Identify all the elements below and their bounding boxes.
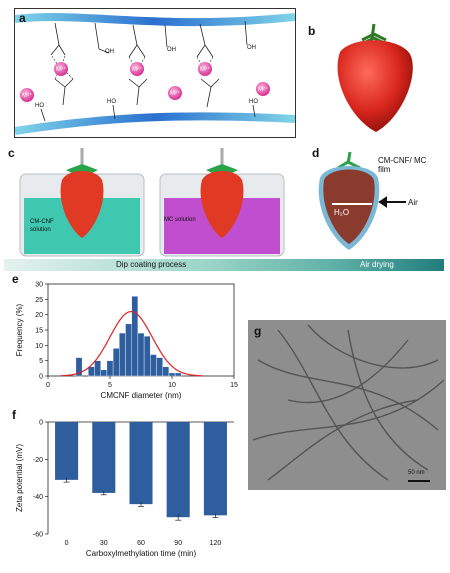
histogram-bar <box>150 354 157 377</box>
x-tick-label: 15 <box>230 382 238 389</box>
panel-d-air-drying: d CM-CNF/ MC film H₂O Air <box>310 146 446 258</box>
y-tick-label: 25 <box>35 297 43 304</box>
y-tick-label: 20 <box>35 312 43 319</box>
metal-ion <box>256 82 270 96</box>
x-tick-label: 60 <box>137 540 145 547</box>
histogram-bar <box>174 372 182 377</box>
mc-solution-label: MC solution <box>164 217 196 223</box>
bottom-strand-label: CM-CNF <box>215 122 239 128</box>
y-tick-label: 15 <box>35 328 43 335</box>
oh-label: OH <box>105 49 114 55</box>
film-label: CM-CNF/ MC film <box>378 156 427 174</box>
y-tick-label: -60 <box>33 532 43 539</box>
cmcnf-solution-label: CM-CNF solution <box>30 219 54 233</box>
panel-c-dip-coating: c CM-CNF solution MC solution <box>4 146 300 258</box>
panel-g-label: g <box>254 324 262 338</box>
panel-a-schematic: a CM-CNF CM-CNF M²⁺ M²⁺ M²⁺ M²⁺ M²⁺ M²⁺ … <box>14 8 296 138</box>
panel-c-label: c <box>8 146 15 160</box>
ion-label: M²⁺ <box>22 93 33 99</box>
water-label: H₂O <box>334 208 350 217</box>
histogram-bar <box>162 366 170 377</box>
metal-ion <box>54 62 68 76</box>
histogram-bar <box>106 360 114 377</box>
strawberry-photo <box>337 23 413 132</box>
panel-b-label: b <box>308 24 316 38</box>
dip-coating-illustration <box>19 148 285 257</box>
x-axis-label: Carboxylmethylation time (min) <box>86 549 197 558</box>
y-tick-label: 10 <box>35 343 43 350</box>
top-cnf-strand <box>15 13 295 27</box>
zeta-bar <box>92 422 116 493</box>
diameter-histogram: 0 5 10 15 20 25 30 0 5 10 15 CMCNF diameter (nm) Fre… <box>15 282 238 401</box>
tem-fibers <box>252 324 445 482</box>
histogram-bar <box>143 335 151 377</box>
process-bar: Dip coating process Air drying <box>4 259 444 271</box>
panel-d-label: d <box>312 146 320 160</box>
bottom-cnf-strand <box>15 112 295 135</box>
y-tick-label: -40 <box>33 494 43 501</box>
panel-g-tem-image: g 50 nm <box>248 320 446 490</box>
metal-ion <box>198 62 212 76</box>
ho-label: HO <box>249 99 258 105</box>
x-tick-label: 5 <box>108 382 112 389</box>
y-tick-label: 5 <box>39 358 43 365</box>
ho-label: HO <box>35 103 44 109</box>
y-tick-label: 0 <box>39 420 43 427</box>
scale-bar-label: 50 nm <box>408 470 425 476</box>
zeta-bar <box>129 422 153 505</box>
ion-label: M²⁺ <box>56 67 67 73</box>
panel-a-label: a <box>19 11 26 25</box>
histogram-bar <box>112 348 120 377</box>
x-tick-label: 0 <box>46 382 50 389</box>
metal-ion <box>130 62 144 76</box>
histogram-bar <box>75 357 83 377</box>
ion-label: M²⁺ <box>200 67 211 73</box>
ion-label: M²⁺ <box>132 67 143 73</box>
crosslink-schematic <box>15 13 295 135</box>
metal-ion <box>168 86 182 100</box>
histogram-bar <box>125 323 132 377</box>
ion-label: M²⁺ <box>170 91 181 97</box>
histogram-bar <box>88 366 95 377</box>
y-axis-label: Frequency (%) <box>15 303 24 356</box>
histogram-bar <box>94 360 101 377</box>
y-tick-label: 30 <box>35 282 43 289</box>
x-axis-label: CMCNF diameter (nm) <box>101 391 182 400</box>
coated-strawberry <box>318 151 406 250</box>
x-tick-label: 0 <box>65 540 69 547</box>
y-tick-label: 0 <box>39 374 43 381</box>
gaussian-fit-curve <box>60 310 203 377</box>
ion-label: M²⁺ <box>258 87 269 93</box>
histogram-bar <box>131 296 139 377</box>
histogram-bar <box>119 332 126 377</box>
top-strand-label: CM-CNF <box>133 11 157 17</box>
panel-e-label: e <box>12 272 19 286</box>
ho-label: HO <box>107 99 116 105</box>
histogram-bar <box>168 372 176 377</box>
x-tick-label: 30 <box>100 540 108 547</box>
zeta-bar <box>166 422 190 518</box>
x-tick-label: 120 <box>210 540 222 547</box>
panel-f-bar-chart: f 0 30 60 90 120 0 -20 -40 -60 Carboxylmethylatio… <box>10 408 246 568</box>
zeta-bar <box>55 422 79 480</box>
panel-e-histogram: e 0 5 10 15 20 25 30 0 5 10 15 CMCNF diameter (nm) F… <box>10 272 246 402</box>
metal-ion <box>20 88 34 102</box>
histogram-bar <box>156 357 163 377</box>
air-drying-text: Air drying <box>360 260 394 269</box>
dip-coating-text: Dip coating process <box>116 260 187 269</box>
oh-label: OH <box>167 47 176 53</box>
oh-label: OH <box>247 45 256 51</box>
air-label: Air <box>408 198 418 207</box>
y-axis-label: Zeta potential (mV) <box>15 444 24 512</box>
panel-f-label: f <box>12 408 16 422</box>
histogram-bar <box>137 332 145 377</box>
x-tick-label: 10 <box>168 382 176 389</box>
panel-b-photo: b <box>302 10 446 138</box>
x-tick-label: 90 <box>174 540 182 547</box>
y-tick-label: -20 <box>33 457 43 464</box>
histogram-bar <box>100 369 108 377</box>
zeta-potential-chart: 0 30 60 90 120 0 -20 -40 -60 Carboxylmethylation … <box>15 420 234 558</box>
zeta-bar <box>203 422 227 516</box>
